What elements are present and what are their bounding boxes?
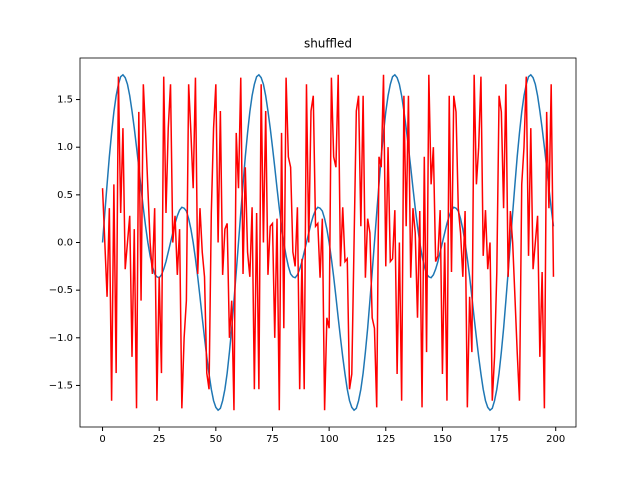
x-tick-label: 175 bbox=[490, 434, 509, 445]
plot-frame bbox=[79, 57, 577, 428]
x-tick-label: 0 bbox=[99, 434, 105, 445]
y-tick-label: −1.0 bbox=[49, 333, 73, 344]
x-tick-label: 50 bbox=[209, 434, 222, 445]
x-tick-label: 150 bbox=[433, 434, 452, 445]
x-tick-label: 100 bbox=[320, 434, 339, 445]
y-tick-label: 1.0 bbox=[57, 142, 73, 153]
x-tick-label: 200 bbox=[546, 434, 565, 445]
y-tick-label: −1.5 bbox=[49, 380, 73, 391]
x-tick-label: 75 bbox=[266, 434, 279, 445]
line bbox=[101, 73, 555, 412]
y-tick-label: −0.5 bbox=[49, 285, 73, 296]
y-tick-label: 0.0 bbox=[57, 238, 73, 249]
x-tick-label: 25 bbox=[153, 434, 166, 445]
line bbox=[101, 74, 555, 411]
x-tick-label: 125 bbox=[376, 434, 395, 445]
y-tick-label: 1.5 bbox=[57, 95, 73, 106]
y-tick-label: 0.5 bbox=[57, 190, 73, 201]
chart-title: shuffled bbox=[304, 37, 352, 51]
